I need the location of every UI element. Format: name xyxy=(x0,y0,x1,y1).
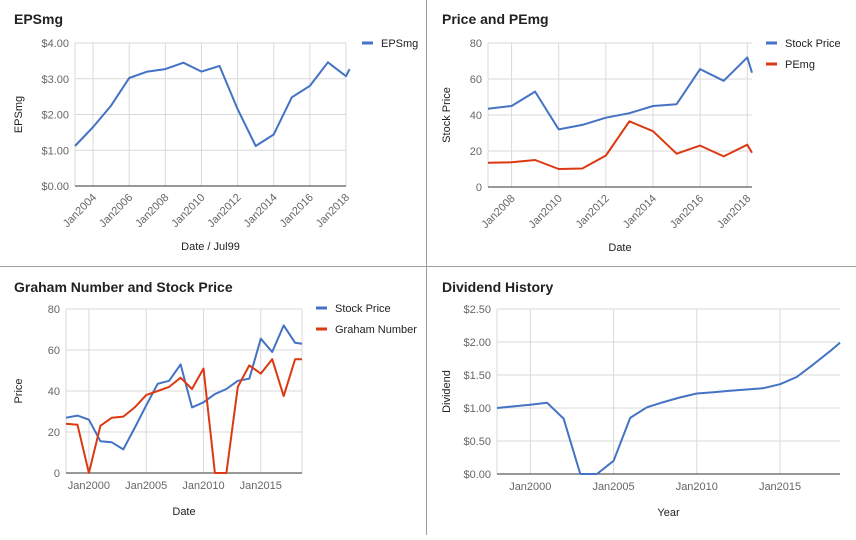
x-tick-label: Jan2008 xyxy=(479,193,517,231)
y-tick-label: $1.00 xyxy=(41,145,69,157)
y-tick-label: 0 xyxy=(476,182,482,194)
dividend-history-chart: Dividend History $0.00 $0.50 $1.00 $1.50 $2.0… xyxy=(441,279,841,519)
x-axis-label: Date xyxy=(608,242,631,254)
y-tick-label: $1.50 xyxy=(463,370,491,382)
chart-title: Graham Number and Stock Price xyxy=(14,279,233,295)
graham-number-chart: Graham Number and Stock Price 0 20 40 60 80 Ja… xyxy=(13,279,417,518)
series-line-dividend xyxy=(496,341,841,475)
epsmg-chart-panel: EPSmg $0.00 $1.00 $2.00 $3.00 $4.00 Jan2004 Jan… xyxy=(0,0,428,267)
dividend-history-chart-panel: Dividend History $0.00 $0.50 $1.00 $1.50 $2.0… xyxy=(428,268,856,535)
legend-label-graham-number: Graham Number xyxy=(335,324,417,336)
x-tick-label: Jan2010 xyxy=(169,192,207,230)
y-tick-label: $0.50 xyxy=(463,436,491,448)
price-pemg-chart: Price and PEmg 0 20 40 60 80 Jan2008 Jan2010 Jan… xyxy=(441,11,841,254)
epsmg-chart: EPSmg$0.00$1.00$2.00$3.00$4.00Jan2004Jan… xyxy=(13,11,418,253)
legend-label-epsmg: EPSmg xyxy=(381,38,418,50)
x-tick-label: Jan2012 xyxy=(205,192,243,230)
x-tick-label: Jan2000 xyxy=(68,480,110,492)
y-tick-label: 60 xyxy=(470,74,482,86)
legend-label-stock-price: Stock Price xyxy=(335,303,391,315)
panel-divider-horizontal xyxy=(0,266,856,267)
y-tick-label: $2.00 xyxy=(41,110,69,122)
y-tick-label: $2.00 xyxy=(463,337,491,349)
x-tick-label: Jan2014 xyxy=(621,193,659,231)
series-line-pemg xyxy=(487,120,753,170)
x-tick-label: Jan2016 xyxy=(668,193,706,231)
legend-label-stock-price: Stock Price xyxy=(785,38,841,50)
y-axis-label: Price xyxy=(13,378,25,403)
x-tick-label: Jan2010 xyxy=(526,193,564,231)
x-tick-label: Jan2015 xyxy=(240,480,282,492)
y-axis-label: Dividend xyxy=(441,370,453,413)
y-axis-label: Stock Price xyxy=(441,87,453,143)
x-tick-label: Jan2015 xyxy=(759,481,801,493)
chart-title: Dividend History xyxy=(442,279,553,295)
price-pemg-chart-panel: Price and PEmg 0 20 40 60 80 Jan2008 Jan2010 Jan… xyxy=(428,0,856,267)
x-tick-label: Jan2006 xyxy=(97,192,135,230)
panel-divider-vertical xyxy=(426,0,427,535)
chart-title: EPSmg xyxy=(14,11,63,27)
y-tick-label: 40 xyxy=(48,386,60,398)
y-tick-label: 80 xyxy=(470,38,482,50)
series-line-epsmg xyxy=(74,61,351,147)
x-tick-label: Jan2010 xyxy=(676,481,718,493)
y-tick-label: $0.00 xyxy=(41,181,69,193)
x-tick-label: Jan2000 xyxy=(509,481,551,493)
y-tick-label: 0 xyxy=(54,468,60,480)
y-tick-label: 80 xyxy=(48,304,60,316)
x-axis-label: Year xyxy=(657,507,680,519)
y-tick-label: $1.00 xyxy=(463,403,491,415)
series-line-graham-number xyxy=(65,358,302,474)
y-tick-label: $2.50 xyxy=(463,304,491,316)
x-tick-label: Jan2008 xyxy=(133,192,171,230)
series-line-stock-price xyxy=(65,324,303,451)
y-tick-label: $4.00 xyxy=(41,38,69,50)
x-tick-label: Jan2004 xyxy=(61,192,99,230)
x-tick-label: Jan2005 xyxy=(592,481,634,493)
y-tick-label: 60 xyxy=(48,345,60,357)
x-tick-label: Jan2005 xyxy=(125,480,167,492)
y-tick-label: $0.00 xyxy=(463,469,491,481)
x-tick-label: Jan2014 xyxy=(242,192,280,230)
chart-title: Price and PEmg xyxy=(442,11,549,27)
x-axis-label: Date xyxy=(172,506,195,518)
legend-label-pemg: PEmg xyxy=(785,59,815,71)
series-line-stock-price xyxy=(487,56,753,131)
x-tick-label: Jan2012 xyxy=(574,193,612,231)
y-axis-label: EPSmg xyxy=(13,96,25,133)
x-tick-label: Jan2010 xyxy=(182,480,224,492)
x-axis-label: Date / Jul99 xyxy=(181,241,240,253)
graham-number-chart-panel: Graham Number and Stock Price 0 20 40 60 80 Ja… xyxy=(0,268,428,535)
x-tick-label: Jan2016 xyxy=(278,192,316,230)
x-tick-label: Jan2018 xyxy=(314,192,352,230)
y-tick-label: 20 xyxy=(470,146,482,158)
y-tick-label: 40 xyxy=(470,110,482,122)
x-tick-label: Jan2018 xyxy=(715,193,753,231)
y-tick-label: $3.00 xyxy=(41,74,69,86)
y-tick-label: 20 xyxy=(48,427,60,439)
